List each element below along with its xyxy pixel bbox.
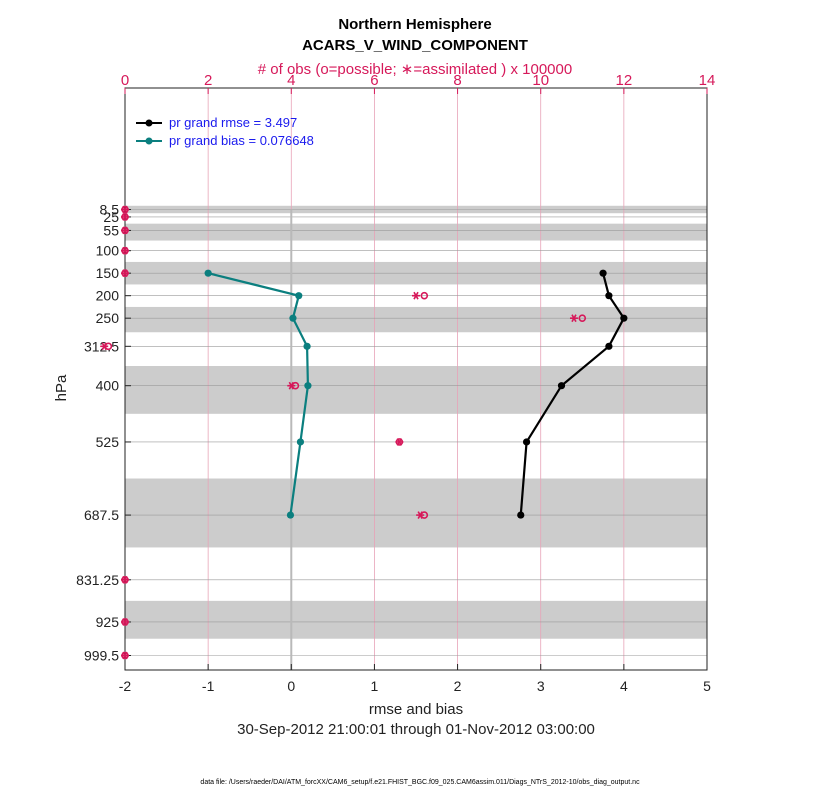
bottom-axis-ticks: -2 -1 0 1 2 3 4 5 — [119, 664, 711, 694]
left-tick-label: 200 — [96, 288, 120, 304]
top-tick-label: 14 — [699, 72, 716, 89]
obs-possible-marker — [420, 291, 429, 300]
left-tick-label: 8.5 — [100, 202, 120, 218]
bias-point — [296, 438, 305, 446]
bottom-tick-label: 0 — [287, 678, 295, 694]
obs-assimilated-stroke — [122, 618, 128, 626]
obs-assimilated-stroke — [122, 205, 128, 214]
horizontal-gridlines — [125, 209, 707, 656]
obs-assimilated-marker — [100, 342, 109, 351]
legend-bias-label: pr grand bias = 0.076648 — [169, 133, 314, 148]
obs-assimilated-stroke — [122, 213, 128, 221]
obs-assimilated-stroke — [122, 246, 128, 255]
obs-assimilated-marker — [121, 575, 129, 584]
top-tick-label: 12 — [616, 72, 633, 89]
top-tick-label: 4 — [287, 72, 295, 89]
rmse-point — [605, 342, 613, 350]
obs-assimilated-stroke — [571, 314, 577, 323]
left-axis-ticks: 8.52555100150200250312.5400525687.5831.2… — [76, 202, 131, 664]
chart-title: Northern Hemisphere — [338, 16, 491, 33]
legend-rmse-marker — [145, 119, 153, 127]
y-axis-label: hPa — [53, 374, 70, 401]
rmse-point — [522, 438, 531, 446]
obs-assimilated-marker — [121, 651, 129, 660]
obs-assimilated-marker — [121, 205, 129, 214]
top-tick-label: 6 — [370, 72, 378, 89]
left-tick-label: 999.5 — [84, 648, 119, 664]
obs-assimilated-stroke — [413, 291, 419, 300]
rmse-point — [557, 382, 566, 390]
level-band — [125, 366, 707, 414]
obs-assimilated-stroke — [288, 381, 294, 390]
axes-box — [124, 87, 708, 671]
bias-point — [303, 342, 311, 350]
obs-assimilated-marker — [416, 511, 425, 519]
top-tick-label: 0 — [121, 72, 129, 89]
obs-assimilated-stroke — [122, 269, 128, 278]
left-tick-label: 925 — [96, 614, 120, 630]
obs-assimilated-stroke — [101, 342, 107, 351]
bias-point — [304, 382, 312, 390]
bias-point — [289, 314, 297, 322]
level-bands — [125, 205, 707, 639]
obs-assimilated-marker — [569, 314, 578, 323]
bottom-tick-label: 4 — [620, 678, 628, 694]
chart-subtitle: ACARS_V_WIND_COMPONENT — [302, 37, 528, 54]
top-tick-label: 10 — [532, 72, 549, 89]
obs-assimilated-stroke — [396, 438, 403, 446]
left-tick-label: 525 — [96, 434, 120, 450]
obs-assimilated-marker — [395, 438, 404, 446]
left-tick-label: 25 — [103, 209, 119, 225]
obs-assimilated-marker — [121, 246, 129, 255]
obs-assimilated-marker — [121, 618, 129, 626]
series-layer — [204, 269, 628, 519]
bottom-tick-label: 1 — [371, 678, 379, 694]
obs-count-layer — [100, 205, 587, 660]
obs-assimilated-marker — [287, 381, 296, 390]
rmse-point — [605, 292, 613, 300]
obs-assimilated-marker — [412, 291, 420, 300]
left-tick-label: 150 — [96, 265, 120, 281]
level-band — [125, 478, 707, 548]
left-tick-label: 831.25 — [76, 572, 119, 588]
bias-point — [286, 511, 295, 519]
top-axis-label: # of obs (o=possible; ∗=assimilated ) x … — [258, 61, 572, 78]
level-band — [125, 223, 707, 241]
legend-rmse-label: pr grand rmse = 3.497 — [169, 115, 297, 130]
x-axis-label: rmse and bias — [369, 701, 463, 718]
obs-assimilated-marker — [121, 269, 129, 278]
bottom-tick-label: 3 — [537, 678, 545, 694]
legend: pr grand rmse = 3.497 pr grand bias = 0.… — [136, 115, 314, 148]
rmse-point — [620, 314, 628, 322]
data-file-footer: data file: /Users/raeder/DAI/ATM_forcXX/… — [200, 779, 640, 786]
bias-point — [204, 269, 212, 277]
left-tick-label: 250 — [96, 310, 120, 326]
top-tick-label: 2 — [204, 72, 212, 89]
obs-assimilated-stroke — [122, 651, 128, 660]
bottom-tick-label: -2 — [119, 678, 132, 694]
legend-bias-marker — [145, 137, 153, 145]
level-band — [125, 306, 707, 333]
obs-assimilated-marker — [121, 213, 129, 221]
level-band — [125, 600, 707, 639]
obs-assimilated-stroke — [122, 575, 128, 584]
rmse-point — [599, 269, 607, 277]
left-tick-label: 55 — [103, 222, 119, 238]
rmse-point — [517, 511, 525, 519]
left-tick-label: 100 — [96, 243, 120, 259]
obs-assimilated-stroke — [417, 511, 423, 519]
left-tick-label: 400 — [96, 378, 120, 394]
bottom-tick-label: -1 — [202, 678, 215, 694]
top-tick-label: 8 — [453, 72, 461, 89]
bias-point — [295, 292, 303, 300]
obs-assimilated-marker — [121, 226, 129, 235]
obs-possible-marker — [578, 314, 587, 322]
bottom-tick-label: 2 — [454, 678, 462, 694]
left-tick-label: 687.5 — [84, 507, 119, 523]
top-axis-ticks: 0 2 4 6 8 10 12 14 — [121, 72, 716, 94]
obs-assimilated-stroke — [122, 226, 128, 235]
date-range: 30-Sep-2012 21:00:01 through 01-Nov-2012… — [237, 721, 595, 738]
bottom-tick-label: 5 — [703, 678, 711, 694]
